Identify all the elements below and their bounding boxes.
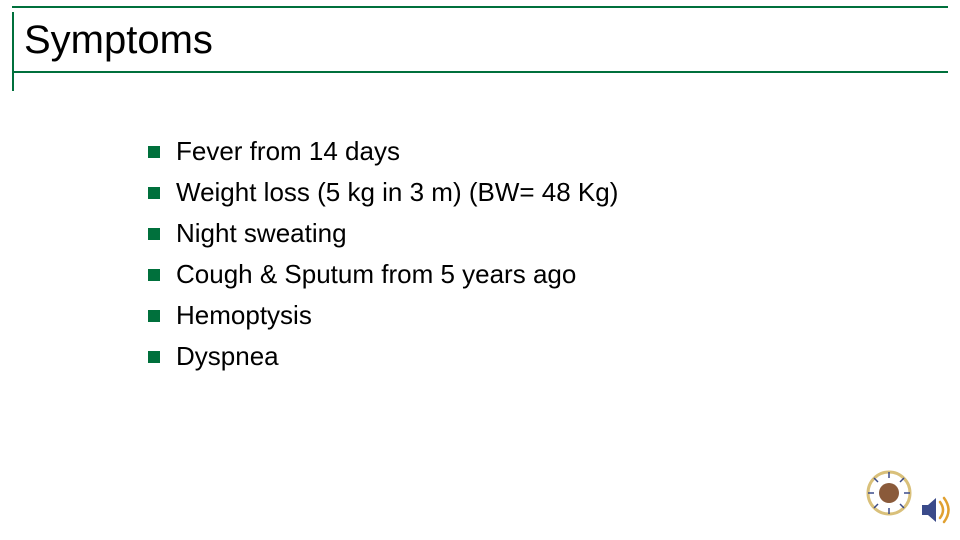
square-bullet-icon [148,187,160,199]
list-item-text: Cough & Sputum from 5 years ago [176,259,576,290]
square-bullet-icon [148,351,160,363]
list-item: Hemoptysis [148,300,618,331]
square-bullet-icon [148,310,160,322]
list-item: Weight loss (5 kg in 3 m) (BW= 48 Kg) [148,177,618,208]
list-item: Fever from 14 days [148,136,618,167]
slide-title: Symptoms [24,18,213,62]
list-item-text: Dyspnea [176,341,279,372]
bullet-list: Fever from 14 days Weight loss (5 kg in … [148,136,618,382]
list-item: Night sweating [148,218,618,249]
title-frame: Symptoms [12,6,948,73]
list-item: Dyspnea [148,341,618,372]
list-item: Cough & Sputum from 5 years ago [148,259,618,290]
square-bullet-icon [148,269,160,281]
list-item-text: Hemoptysis [176,300,312,331]
square-bullet-icon [148,146,160,158]
list-item-text: Night sweating [176,218,347,249]
title-inner: Symptoms [12,12,948,91]
square-bullet-icon [148,228,160,240]
speaker-icon [918,492,954,528]
list-item-text: Fever from 14 days [176,136,400,167]
emblem-logo-icon [866,470,912,516]
title-underline [12,71,948,73]
list-item-text: Weight loss (5 kg in 3 m) (BW= 48 Kg) [176,177,618,208]
